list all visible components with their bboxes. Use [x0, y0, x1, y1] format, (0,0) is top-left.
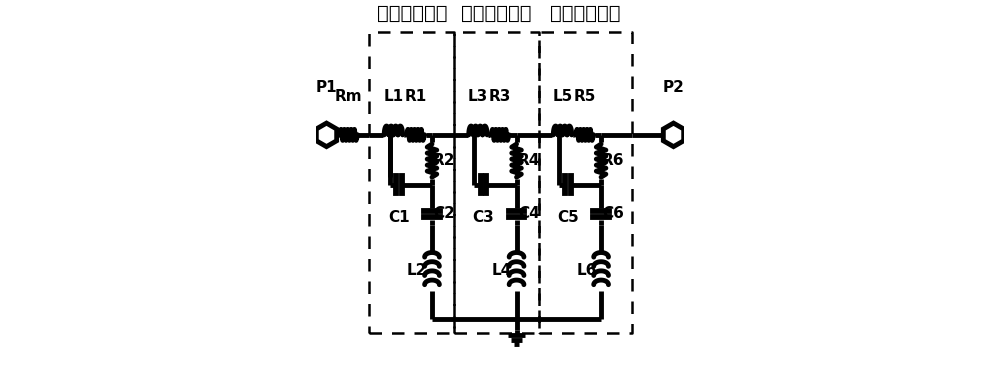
Text: L1: L1	[383, 89, 403, 104]
Text: P2: P2	[663, 80, 684, 94]
Polygon shape	[663, 123, 684, 146]
Text: C2: C2	[433, 206, 455, 221]
Text: Rm: Rm	[335, 89, 362, 104]
Text: R3: R3	[489, 89, 511, 104]
Text: L4: L4	[492, 263, 512, 278]
Text: C5: C5	[557, 210, 579, 225]
Text: R4: R4	[517, 153, 540, 168]
Text: R5: R5	[573, 89, 596, 104]
Text: C3: C3	[473, 210, 494, 225]
Polygon shape	[316, 123, 337, 146]
Text: C1: C1	[388, 210, 410, 225]
Text: L3: L3	[468, 89, 488, 104]
Text: 第二穿心电容: 第二穿心电容	[461, 4, 532, 23]
Text: R1: R1	[404, 89, 427, 104]
Text: 第一穿心电容: 第一穿心电容	[377, 4, 447, 23]
Text: L6: L6	[576, 263, 597, 278]
Text: R2: R2	[433, 153, 455, 168]
Text: C6: C6	[602, 206, 624, 221]
Text: L2: L2	[407, 263, 427, 278]
Text: 第三穿心电容: 第三穿心电容	[550, 4, 620, 23]
Text: C4: C4	[518, 206, 540, 221]
Text: P1: P1	[316, 80, 337, 94]
Text: R6: R6	[602, 153, 624, 168]
Text: L5: L5	[552, 89, 573, 104]
